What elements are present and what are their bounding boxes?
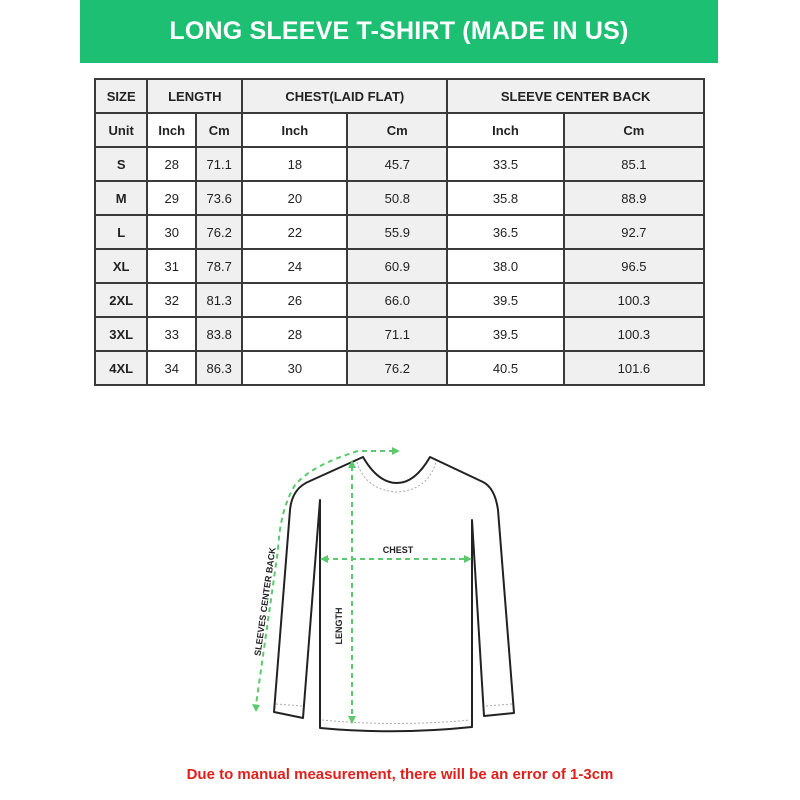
value-cell: 86.3	[195, 350, 244, 386]
value-cell: 88.9	[562, 180, 706, 216]
value-cell: 36.5	[446, 214, 565, 250]
arrow-head-icon	[392, 447, 400, 455]
value-cell: 45.7	[346, 146, 449, 182]
title-banner: LONG SLEEVE T-SHIRT (MADE IN US)	[80, 0, 718, 63]
arrow-head-icon	[348, 716, 356, 724]
length-label: LENGTH	[334, 608, 344, 645]
value-cell: 38.0	[446, 248, 565, 284]
size-cell: 4XL	[93, 350, 149, 386]
value-cell: 18	[241, 146, 349, 182]
value-cell: 83.8	[195, 316, 244, 352]
page-title: LONG SLEEVE T-SHIRT (MADE IN US)	[169, 17, 629, 45]
collar-stitch	[356, 461, 437, 493]
size-cell: 2XL	[93, 282, 149, 318]
sleeve-arrow-line	[255, 450, 394, 706]
table-row: XL 31 78.7 24 60.9 38.0 96.5	[93, 248, 706, 284]
value-cell: 22	[241, 214, 349, 250]
unit-row: Unit Inch Cm Inch Cm Inch Cm	[93, 112, 706, 148]
table-row: 3XL 33 83.8 28 71.1 39.5 100.3	[93, 316, 706, 352]
size-cell: 3XL	[93, 316, 149, 352]
value-cell: 78.7	[195, 248, 244, 284]
unit-cell: Cm	[346, 112, 449, 148]
group-header-row: SIZE LENGTH CHEST(LAID FLAT) SLEEVE CENT…	[93, 78, 705, 114]
arrow-head-icon	[348, 460, 356, 468]
value-cell: 24	[241, 248, 349, 284]
value-cell: 32	[146, 282, 198, 318]
shirt-diagram: CHEST LENGTH SLEEVES CENTER BACK	[252, 447, 515, 733]
value-cell: 81.3	[195, 282, 244, 318]
shirt-outline	[273, 456, 515, 733]
unit-cell: Inch	[446, 112, 565, 148]
value-cell: 39.5	[446, 282, 565, 318]
table-row: 2XL 32 81.3 26 66.0 39.5 100.3	[93, 282, 706, 318]
value-cell: 40.5	[446, 350, 565, 386]
value-cell: 39.5	[446, 316, 565, 352]
value-cell: 85.1	[562, 146, 706, 182]
size-cell: M	[93, 180, 149, 216]
value-cell: 33.5	[446, 146, 565, 182]
unit-cell: Inch	[146, 112, 198, 148]
value-cell: 101.6	[562, 350, 706, 386]
unit-label: Unit	[93, 112, 149, 148]
value-cell: 28	[146, 146, 198, 182]
value-cell: 71.1	[346, 316, 449, 352]
table-row: M 29 73.6 20 50.8 35.8 88.9	[93, 180, 706, 216]
value-cell: 92.7	[562, 214, 706, 250]
value-cell: 26	[241, 282, 349, 318]
header-sleeve: SLEEVE CENTER BACK	[446, 78, 705, 114]
value-cell: 31	[146, 248, 198, 284]
size-cell: L	[93, 214, 149, 250]
unit-cell: Cm	[562, 112, 706, 148]
value-cell: 33	[146, 316, 198, 352]
value-cell: 96.5	[562, 248, 706, 284]
value-cell: 76.2	[346, 350, 449, 386]
value-cell: 71.1	[195, 146, 244, 182]
table-row: L 30 76.2 22 55.9 36.5 92.7	[93, 214, 706, 250]
measurement-note: Due to manual measurement, there will be…	[186, 766, 614, 783]
size-cell: XL	[93, 248, 149, 284]
value-cell: 66.0	[346, 282, 449, 318]
value-cell: 60.9	[346, 248, 449, 284]
unit-cell: Inch	[241, 112, 349, 148]
unit-cell: Cm	[195, 112, 244, 148]
arrow-head-icon	[464, 555, 472, 563]
table-row: 4XL 34 86.3 30 76.2 40.5 101.6	[93, 350, 706, 386]
chest-label: CHEST	[383, 545, 414, 555]
header-length: LENGTH	[146, 78, 244, 114]
value-cell: 34	[146, 350, 198, 386]
value-cell: 50.8	[346, 180, 449, 216]
value-cell: 73.6	[195, 180, 244, 216]
value-cell: 100.3	[562, 316, 706, 352]
header-chest: CHEST(LAID FLAT)	[241, 78, 449, 114]
value-cell: 28	[241, 316, 349, 352]
value-cell: 20	[241, 180, 349, 216]
value-cell: 29	[146, 180, 198, 216]
value-cell: 30	[241, 350, 349, 386]
sleeve-label: SLEEVES CENTER BACK	[252, 546, 277, 656]
hem-stitch	[275, 703, 513, 724]
arrow-head-icon	[320, 555, 328, 563]
value-cell: 35.8	[446, 180, 565, 216]
size-cell: S	[93, 146, 149, 182]
value-cell: 30	[146, 214, 198, 250]
arrow-head-icon	[252, 704, 260, 712]
value-cell: 76.2	[195, 214, 244, 250]
table-row: S 28 71.1 18 45.7 33.5 85.1	[93, 146, 706, 182]
value-cell: 55.9	[346, 214, 449, 250]
header-size: SIZE	[93, 78, 149, 114]
size-table: SIZE LENGTH CHEST(LAID FLAT) SLEEVE CENT…	[93, 78, 706, 386]
value-cell: 100.3	[562, 282, 706, 318]
